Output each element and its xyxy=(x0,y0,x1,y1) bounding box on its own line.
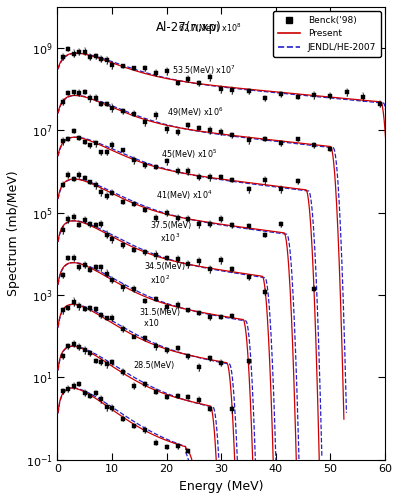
X-axis label: Energy (MeV): Energy (MeV) xyxy=(179,480,263,493)
Text: 34.5(MeV)
  x10$^{2}$: 34.5(MeV) x10$^{2}$ xyxy=(145,262,186,286)
Text: 45(MeV) x10$^{5}$: 45(MeV) x10$^{5}$ xyxy=(161,147,217,160)
Text: Al-27(n,xp): Al-27(n,xp) xyxy=(156,20,221,34)
Text: 37.5(MeV)
    x10$^{3}$: 37.5(MeV) x10$^{3}$ xyxy=(150,220,192,244)
Text: 62.7(MeV) x10$^{8}$: 62.7(MeV) x10$^{8}$ xyxy=(178,22,241,35)
Legend: Benck('98), Present, JENDL/HE-2007: Benck('98), Present, JENDL/HE-2007 xyxy=(273,12,381,56)
Y-axis label: Spectrum (mb/MeV): Spectrum (mb/MeV) xyxy=(7,170,20,296)
Text: 41(MeV) x10$^{4}$: 41(MeV) x10$^{4}$ xyxy=(156,189,212,202)
Text: 28.5(MeV): 28.5(MeV) xyxy=(134,360,175,370)
Text: 31.5(MeV)
  x10: 31.5(MeV) x10 xyxy=(139,308,180,328)
Text: 49(MeV) x10$^{6}$: 49(MeV) x10$^{6}$ xyxy=(167,106,223,119)
Text: 53.5(MeV) x10$^{7}$: 53.5(MeV) x10$^{7}$ xyxy=(172,64,236,77)
